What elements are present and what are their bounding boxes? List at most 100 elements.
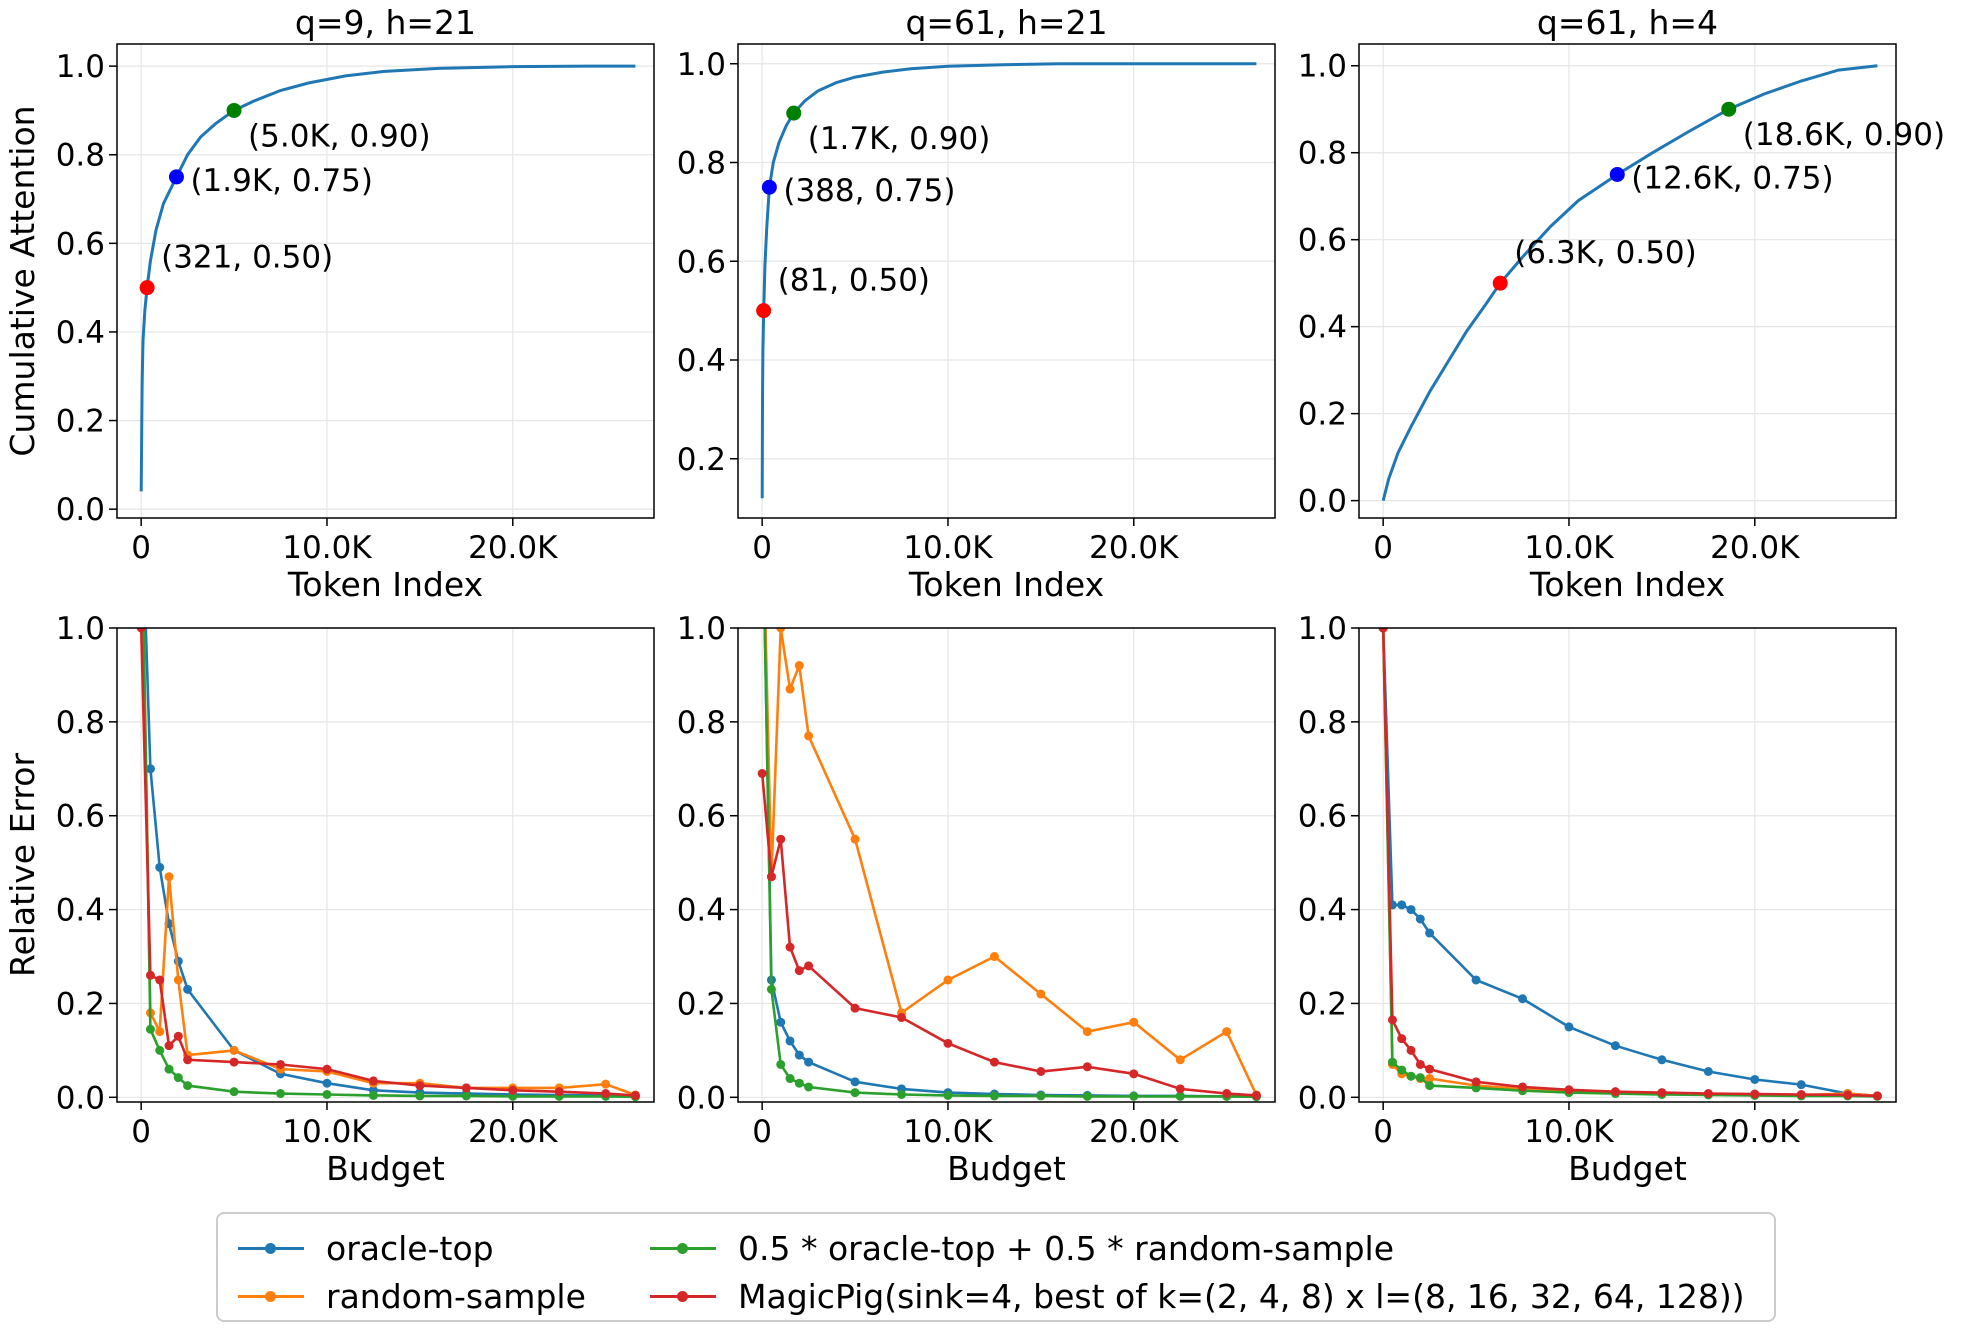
y-tick-label: 0.2 [1298, 986, 1347, 1022]
series-line [144, 628, 636, 1098]
series-line [139, 628, 636, 1097]
y-tick-label: 1.0 [56, 49, 105, 85]
axes-frame [116, 627, 655, 1103]
y-tick-label: 0.6 [56, 799, 105, 835]
data-point [1796, 1080, 1806, 1090]
y-tick-label: 0.0 [56, 1080, 105, 1116]
marker-pt50 [139, 280, 155, 296]
data-point [1082, 1091, 1092, 1101]
data-point [145, 764, 155, 774]
cumulative-attention-curve [139, 64, 636, 492]
y-tick-label: 0.4 [56, 315, 105, 351]
data-point [601, 1089, 611, 1099]
plot-area [136, 628, 640, 1102]
point-annotation: (5.0K, 0.90) [248, 118, 431, 154]
data-point [776, 834, 786, 844]
data-point [804, 731, 814, 741]
data-point [368, 1076, 378, 1086]
marker-pt50 [1492, 275, 1508, 291]
y-tick-label: 1.0 [56, 611, 105, 647]
y-tick-label: 1.0 [677, 611, 726, 647]
point-annotation: (1.7K, 0.90) [808, 121, 991, 157]
data-point [766, 984, 776, 994]
marker-pt75 [168, 169, 184, 185]
data-point [1129, 1069, 1139, 1079]
data-point [1796, 1089, 1806, 1099]
plot-area [760, 62, 1257, 499]
series-line [142, 628, 636, 1099]
data-point [1175, 1084, 1185, 1094]
x-tick-label: 20.0K [468, 1114, 558, 1150]
data-point [1036, 1091, 1046, 1101]
data-point [897, 1089, 907, 1099]
data-point [804, 961, 814, 971]
data-point [173, 1031, 183, 1041]
data-point [943, 1038, 953, 1048]
data-point [1471, 1077, 1481, 1087]
series-line [1381, 628, 1878, 1098]
data-point [943, 975, 953, 985]
data-point [1036, 1066, 1046, 1076]
data-point [1222, 1027, 1232, 1037]
y-axis-label: Cumulative Attention [3, 105, 42, 456]
data-point [415, 1091, 425, 1101]
data-point [1564, 1085, 1574, 1095]
data-point [1657, 1088, 1667, 1098]
data-point [276, 1089, 286, 1099]
subplot-title: q=9, h=21 [295, 3, 476, 42]
marker-pt75 [1609, 166, 1625, 182]
data-point [173, 1073, 183, 1083]
data-point [776, 1017, 786, 1027]
axes-frame [737, 627, 1276, 1103]
data-point [164, 872, 174, 882]
data-point [1415, 1059, 1425, 1069]
y-tick-label: 0.4 [1298, 893, 1347, 929]
data-point [155, 1045, 165, 1055]
data-point [1397, 900, 1407, 910]
y-tick-label: 0.8 [1298, 705, 1347, 741]
cumulative-attention-curve [1381, 64, 1878, 501]
y-tick-label: 0.6 [677, 799, 726, 835]
subplot-5: 0 10.0K 20.0K 0.0 0.2 0.4 0.6 0.8 1.0 Budget [677, 611, 1276, 1188]
data-point [1415, 1073, 1425, 1083]
x-tick-label: 10.0K [903, 1114, 993, 1150]
series-random-sample [764, 628, 1261, 1100]
x-tick-label: 10.0K [282, 530, 372, 566]
data-point [183, 984, 193, 994]
x-tick-label: 10.0K [903, 530, 993, 566]
data-point [1175, 1055, 1185, 1065]
cumulative-attention-curve [760, 62, 1257, 499]
x-tick-label: 20.0K [1710, 1114, 1800, 1150]
plot-area [1378, 628, 1882, 1101]
x-tick-label: 10.0K [282, 1114, 372, 1150]
axes-frame [737, 43, 1276, 519]
plot-area [757, 628, 1261, 1102]
data-point [1425, 1081, 1435, 1091]
series-oracle-top [1378, 628, 1882, 1101]
marker-pt90 [786, 105, 802, 121]
subplot-2: 0 10.0K 20.0K 0.2 0.4 0.6 0.8 1.0 (81, 0.50) (388… [677, 3, 1276, 604]
data-point [897, 1013, 907, 1023]
data-point [1036, 989, 1046, 999]
series-line [763, 628, 1257, 1099]
y-tick-label: 0.0 [56, 492, 105, 528]
series-magicpig-sink-4-best-of-k-2-4-8-x-l-8-16 [136, 628, 640, 1100]
data-point [1425, 1074, 1435, 1084]
series-line [142, 628, 636, 1097]
marker-pt90 [226, 102, 242, 118]
x-tick-label: 20.0K [1710, 530, 1800, 566]
x-tick-label: 10.0K [1524, 1114, 1614, 1150]
marker-pt50 [756, 303, 772, 319]
legend-swatch-mix [650, 1228, 716, 1268]
x-tick-label: 0 [1373, 530, 1393, 566]
subplot-1: 0 10.0K 20.0K 0.0 0.2 0.4 0.6 0.8 1.0 (321, 0.50)… [3, 3, 655, 604]
data-point [368, 1090, 378, 1100]
data-point [322, 1078, 332, 1088]
x-axis-label: Token Index [287, 565, 483, 604]
x-tick-label: 20.0K [1089, 530, 1179, 566]
y-tick-label: 0.8 [56, 138, 105, 174]
plot-area [1381, 64, 1878, 501]
data-point [145, 970, 155, 980]
data-point [850, 1077, 860, 1087]
data-point [989, 1091, 999, 1101]
